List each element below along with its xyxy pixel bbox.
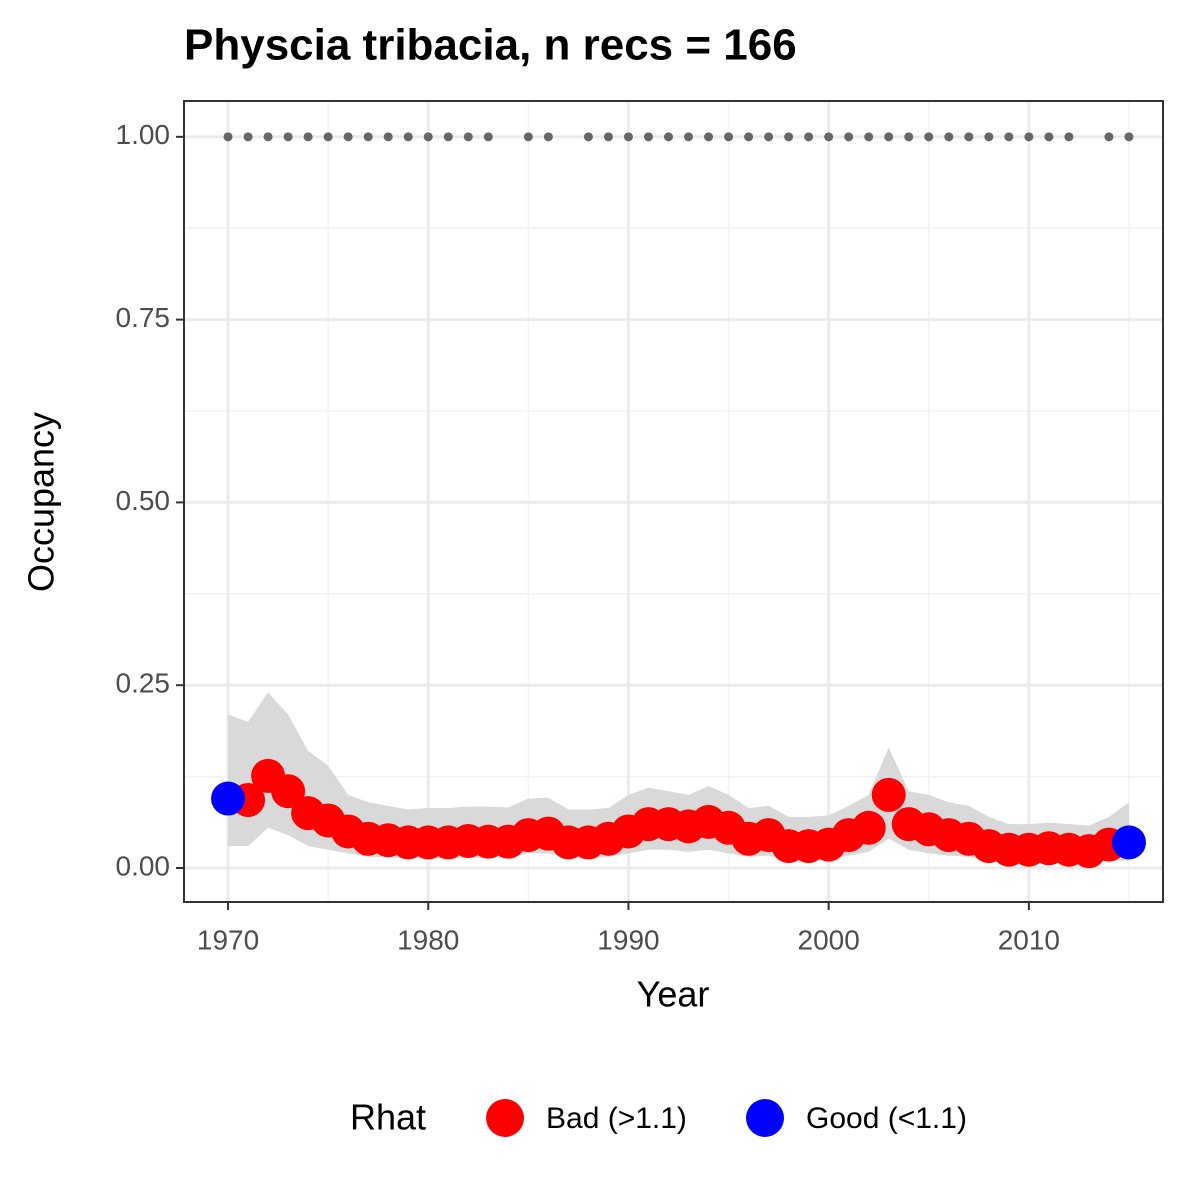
detection-dot	[443, 132, 453, 142]
occupancy-point	[851, 810, 886, 845]
y-tick-label: 0.75	[116, 302, 171, 333]
detection-dot	[944, 132, 954, 142]
detection-dot	[603, 132, 613, 142]
detection-dot	[924, 132, 934, 142]
detection-dot	[764, 132, 774, 142]
occupancy-point	[1111, 825, 1146, 860]
detection-dot	[824, 132, 834, 142]
detection-dot	[984, 132, 994, 142]
detection-dot	[523, 132, 533, 142]
detection-dot	[1004, 132, 1014, 142]
x-tick-label: 2010	[998, 924, 1060, 955]
occupancy-point	[211, 781, 246, 816]
detection-dot	[684, 132, 694, 142]
detection-dot	[343, 132, 353, 142]
detection-dot	[1024, 132, 1034, 142]
x-tick-label: 1970	[197, 924, 259, 955]
detection-dot	[663, 132, 673, 142]
detection-dot	[303, 132, 313, 142]
x-tick-label: 2000	[798, 924, 860, 955]
legend-label: Bad (>1.1)	[546, 1102, 687, 1135]
detection-dot	[1124, 132, 1134, 142]
panel-border	[183, 100, 1164, 903]
detection-dot	[724, 132, 734, 142]
y-tick-label: 0.25	[116, 668, 171, 699]
y-tick-label: 0.00	[116, 850, 171, 881]
detection-dot	[263, 132, 273, 142]
y-tick-label: 1.00	[116, 119, 171, 150]
occupancy-point	[271, 774, 306, 809]
detection-dot	[623, 132, 633, 142]
detection-dot	[964, 132, 974, 142]
y-tick-label: 0.50	[116, 485, 171, 516]
x-tick-label: 1990	[597, 924, 659, 955]
detection-dot	[583, 132, 593, 142]
x-tick-label: 1980	[397, 924, 459, 955]
detection-dot	[363, 132, 373, 142]
detection-dot	[243, 132, 253, 142]
detection-dot	[1044, 132, 1054, 142]
detection-dot	[423, 132, 433, 142]
detection-dot	[904, 132, 914, 142]
detection-dot	[864, 132, 874, 142]
occupancy-point	[871, 777, 906, 812]
detection-dot	[323, 132, 333, 142]
detection-dot	[283, 132, 293, 142]
detection-dot	[744, 132, 754, 142]
detection-dot	[844, 132, 854, 142]
legend-label: Good (<1.1)	[806, 1102, 967, 1135]
detection-dot	[223, 132, 233, 142]
x-axis-label: Year	[637, 974, 710, 1015]
y-axis-label: Occupancy	[21, 412, 62, 592]
detection-dot	[784, 132, 794, 142]
detection-dot	[643, 132, 653, 142]
detection-dot	[1104, 132, 1114, 142]
legend-title: Rhat	[350, 1097, 426, 1138]
detection-dot	[543, 132, 553, 142]
detection-dot	[463, 132, 473, 142]
legend-key	[486, 1099, 524, 1137]
detection-dot	[704, 132, 714, 142]
legend-key	[746, 1099, 784, 1137]
detection-dot	[1064, 132, 1074, 142]
detection-dot	[884, 132, 894, 142]
detection-dot	[403, 132, 413, 142]
detection-dot	[383, 132, 393, 142]
chart-title: Physcia tribacia, n recs = 166	[184, 21, 797, 70]
detection-dot	[483, 132, 493, 142]
detection-dot	[804, 132, 814, 142]
